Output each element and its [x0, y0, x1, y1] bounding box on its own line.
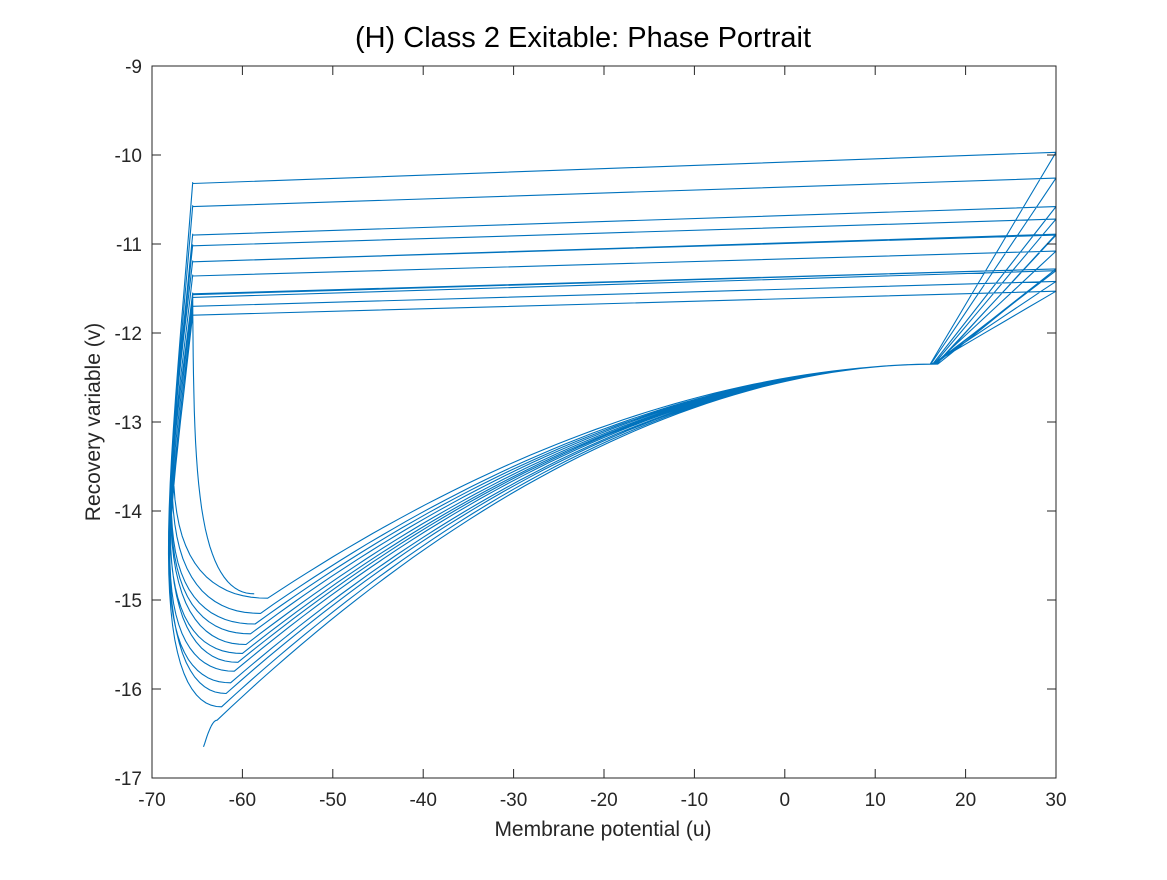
chart-title: (H) Class 2 Exitable: Phase Portrait — [355, 22, 811, 54]
x-tick-label: -10 — [681, 790, 708, 811]
x-tick-label: -30 — [500, 790, 527, 811]
x-tick-label: -70 — [138, 790, 165, 811]
y-tick-label: -14 — [115, 502, 143, 523]
x-tick-label: -20 — [590, 790, 617, 811]
axes-box — [151, 65, 1057, 779]
y-tick-label: -10 — [115, 146, 142, 167]
x-tick-label: 10 — [865, 790, 886, 811]
y-tick-label: -13 — [115, 413, 142, 434]
x-tick-label: -60 — [229, 790, 256, 811]
y-axis-label: Recovery variable (v) — [82, 323, 105, 521]
y-tick-label: -9 — [125, 57, 142, 78]
x-tick-label: 20 — [955, 790, 976, 811]
x-tick-label: -50 — [319, 790, 346, 811]
y-tick-label: -12 — [115, 324, 142, 345]
x-tick-label: -40 — [409, 790, 436, 811]
axis-ticks: -70 -60 -50 -40 -30 -20 -10 0 10 20 30 -17 -16 -15 -14… — [115, 57, 1067, 811]
y-tick-label: -16 — [115, 680, 142, 701]
y-tick-label: -15 — [115, 591, 142, 612]
y-tick-label: -17 — [115, 769, 142, 790]
plot-area — [167, 151, 1057, 747]
x-tick-label: 0 — [780, 790, 791, 811]
y-tick-label: -11 — [116, 235, 142, 256]
series-line — [167, 151, 1057, 747]
x-axis-label: Membrane potential (u) — [494, 818, 711, 841]
x-tick-label: 30 — [1045, 790, 1066, 811]
